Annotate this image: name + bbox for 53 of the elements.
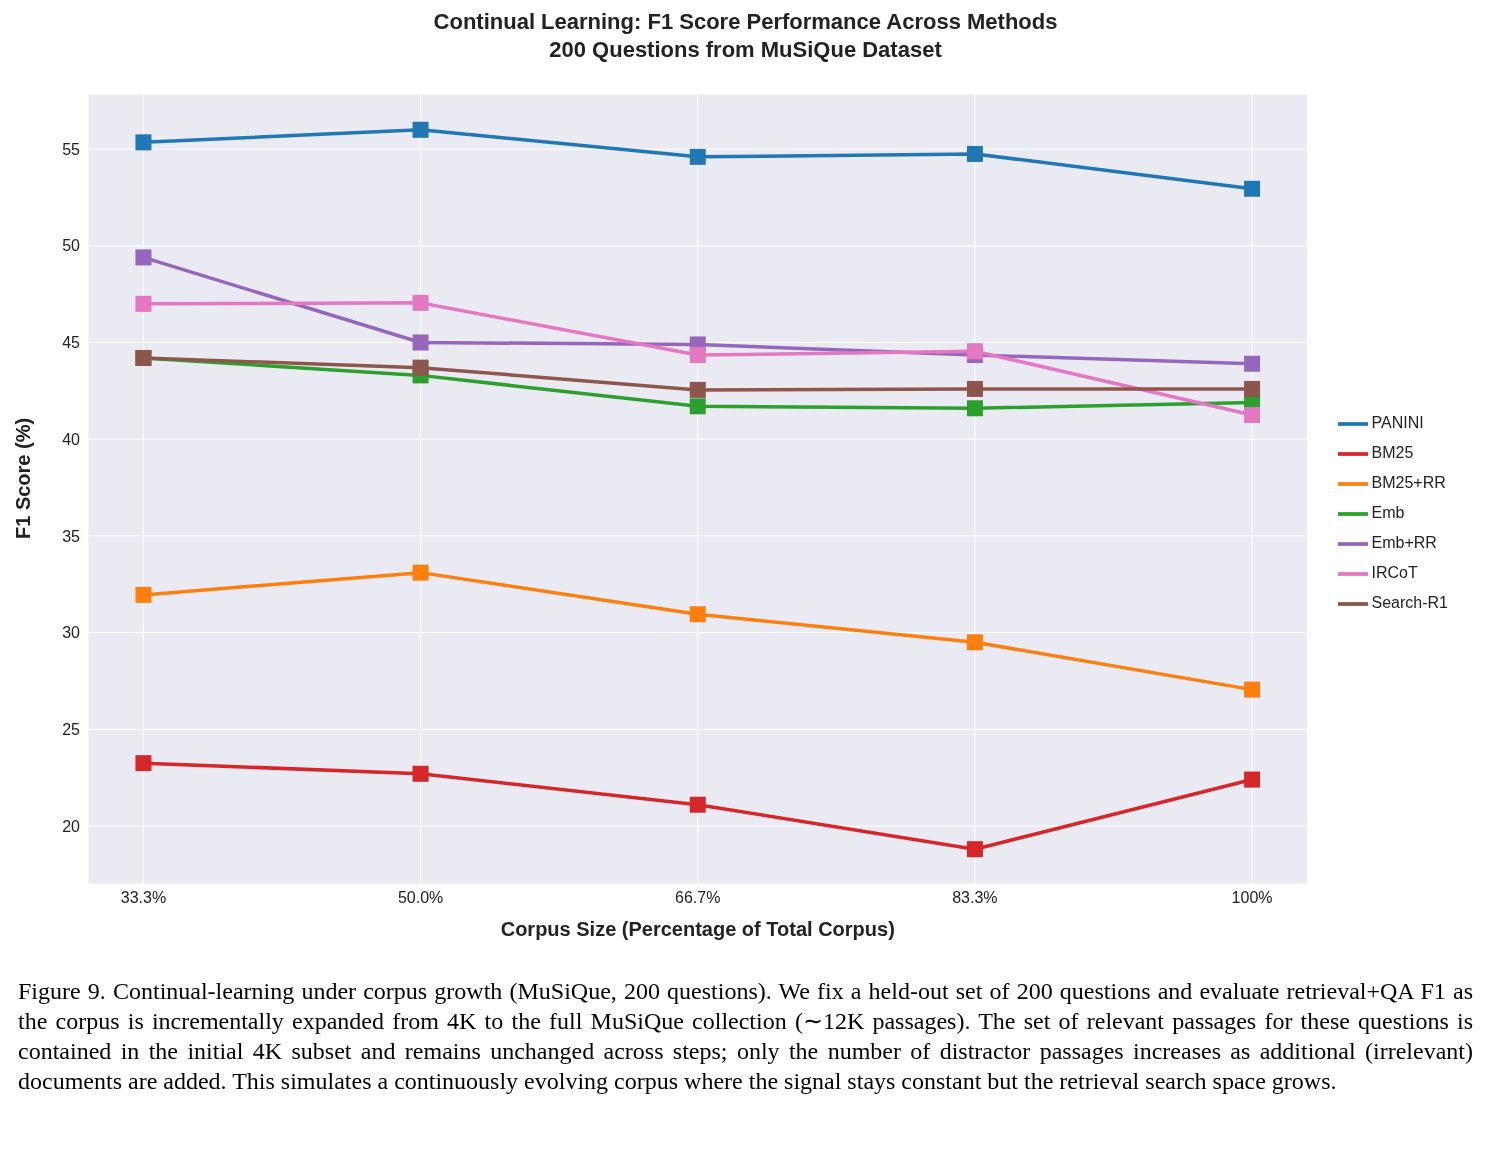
x-tick-label: 100% [1231,889,1273,907]
point [689,606,706,623]
caption: Figure 9. Continual-learning under corpus growth (MuSiQue, 200 questions). We fix a held-out set of 200 questions and evaluate retrieval+QA F1 as the corpus is incrementally expanded from 4K to the full MuSiQue collection (∼12K passages). The set of relevant passages for these questions is contained in the initial 4K subset and remains unchanged across steps; only the number of distractor passages increases as additional (irrelevant) documents are added. This simulates a continuously evolving corpus where the signal stays constant but the retrieval search space grows. [18,977,1473,1096]
point [689,148,706,165]
chart-title: Continual Learning: F1 Score Performance Across Methods 200 Questions from MuSiQue Dataset [432,8,1059,64]
point [412,121,429,138]
point [412,564,429,581]
y-axis-title: F1 Score (%) [12,417,35,539]
legend-label: Emb+RR [1371,534,1437,552]
x-tick-label: 50.0% [397,889,444,907]
x-tick-label: 66.7% [675,889,721,907]
legend-label: Emb [1371,504,1405,522]
point [135,295,152,312]
point [1244,407,1261,424]
point [966,634,983,651]
y-tick-label: 45 [62,334,81,352]
point [412,359,429,376]
point [966,343,983,360]
point [689,796,706,813]
point [412,294,429,311]
y-tick-label: 55 [62,140,81,158]
point [966,841,983,858]
point [135,755,152,772]
x-axis-title: Corpus Size (Percentage of Total Corpus) [500,918,895,940]
point [966,400,983,417]
y-tick-label: 20 [62,817,81,835]
y-tick-label: 40 [62,430,81,448]
y-tick-label: 50 [62,237,81,255]
y-tick-label: 30 [62,624,81,642]
point [1244,355,1261,372]
point [412,765,429,782]
legend-label: BM25 [1371,444,1414,462]
point [1244,771,1261,788]
point [1244,180,1261,197]
x-tick-label: 33.3% [120,889,167,907]
legend-label: PANINI [1371,414,1424,432]
point [689,381,706,398]
y-tick-label: 25 [62,720,81,738]
point [1244,681,1261,698]
point [135,249,152,266]
legend-label: IRCoT [1371,564,1418,582]
x-tick-label: 83.3% [952,889,998,907]
point [135,586,152,603]
point [135,134,152,151]
point [412,334,429,351]
legend-label: Search-R1 [1371,594,1448,612]
legend-label: BM25+RR [1371,474,1446,492]
point [1244,380,1261,397]
y-tick-label: 35 [62,527,81,545]
point [966,380,983,397]
point [966,145,983,162]
point [689,398,706,415]
point [689,347,706,364]
